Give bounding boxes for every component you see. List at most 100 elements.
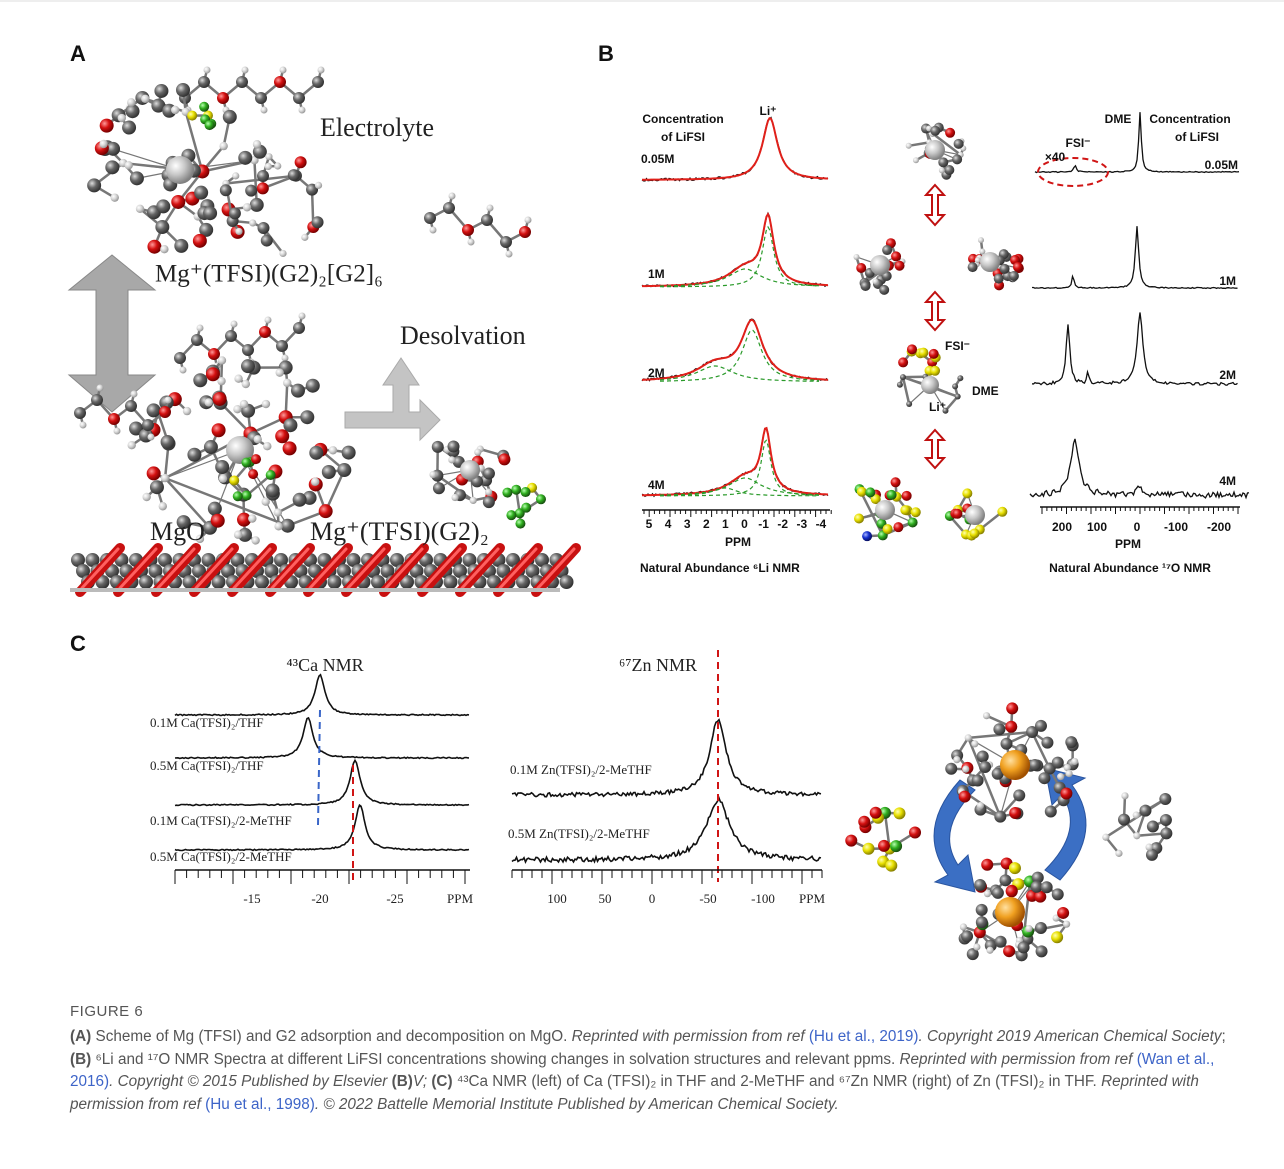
atom [198,76,210,88]
label: Mg⁺(TFSI)(G2)₂[G2]₆ [155,261,383,288]
reference-link[interactable]: (Hu et al., 2019) [809,1028,919,1045]
label: Electrolyte [320,113,434,142]
atom [1052,888,1064,900]
atom [242,67,249,74]
atom [992,887,1004,899]
atom [1071,758,1078,765]
atom [474,449,481,456]
reference-link[interactable]: (Hu et al., 1998) [205,1096,315,1113]
atom [318,67,325,74]
atom [976,904,988,916]
atom [890,840,902,852]
atom [857,487,867,497]
atom [994,274,1004,284]
atom [1035,720,1047,732]
caption-segment: ⁴³Ca NMR (left) of Ca (TFSI)₂ in THF and… [457,1073,1101,1090]
atom [918,348,928,358]
atom [900,505,910,515]
atom [155,220,169,234]
atom [1009,271,1019,281]
tick-label: -200 [1207,520,1231,534]
atom [429,471,436,478]
atom [279,250,286,257]
tick-label: -25 [386,891,403,906]
atom [875,500,895,520]
atom [242,344,254,356]
cycle-arrow [1045,768,1086,880]
sample-label: 0.1M Ca(TFSI)₂/2-MeTHF [150,813,292,828]
atom [204,398,212,406]
atom [925,140,945,160]
atom [306,379,320,393]
atom [142,419,154,431]
atom [261,235,273,247]
atom [979,761,991,773]
atom [1006,702,1018,714]
caption-segment: (C) [431,1073,457,1090]
atom [183,407,191,415]
label: DME [972,384,999,398]
tick-label: -4 [816,517,827,531]
spectrum [660,227,819,287]
row-label: 1M [648,267,665,281]
atom [266,470,276,480]
label: of LiFSI [661,130,705,144]
atom [211,514,225,528]
label: Mg⁺(TFSI)(G2)₂ [310,517,489,546]
axis-label: PPM [447,891,473,906]
atom [1001,738,1013,750]
atom [245,185,257,197]
atom [1065,736,1077,748]
atom [1145,844,1152,851]
atom [259,326,271,338]
atom [225,330,237,342]
spectrum [642,320,828,380]
label: Concentration [642,112,723,126]
tick-label: -3 [796,517,807,531]
atom [150,480,164,494]
atom [160,245,168,253]
atom [908,517,918,527]
atom [1003,945,1015,957]
atom [337,463,351,477]
atom [166,156,194,184]
sample-label: 0.5M Zn(TFSI)₂/2-MeTHF [508,826,650,841]
atom [1038,772,1050,784]
tick-label: -100 [751,891,775,906]
atom [194,186,208,200]
atom [235,228,242,235]
figure: A B C Electrolyte Mg⁺(TFSI)(G2)₂[G2]₆ De… [0,0,1284,995]
atom [266,483,280,497]
atom [274,522,282,530]
caption-segment: Scheme of Mg (TFSI) and G2 adsorption an… [91,1028,571,1045]
atom [241,458,251,468]
atom [274,76,286,88]
axis-label: PPM [725,535,751,549]
atom [483,468,495,480]
atom [282,355,289,362]
atom [99,140,107,148]
atom [329,446,337,454]
atom [97,385,104,392]
spectrum [1032,226,1238,288]
atom [906,401,912,407]
title: ⁴³Ca NMR [286,655,363,675]
atom [863,843,875,855]
atom [232,172,239,179]
atom [994,811,1006,823]
tick-label: -20 [311,891,328,906]
atom [893,807,905,819]
atom [249,219,256,226]
row-label: 0.05M [641,152,674,166]
atom [87,178,101,192]
label: ×40 [1045,150,1066,164]
tick-label: -1 [758,517,769,531]
atom [519,226,531,238]
spectrum [175,675,469,716]
spectrum [660,440,819,495]
atom [257,182,269,194]
label: MgO [150,517,205,546]
atom [255,575,269,589]
atom [1051,931,1063,943]
row-label: 4M [1219,474,1236,488]
